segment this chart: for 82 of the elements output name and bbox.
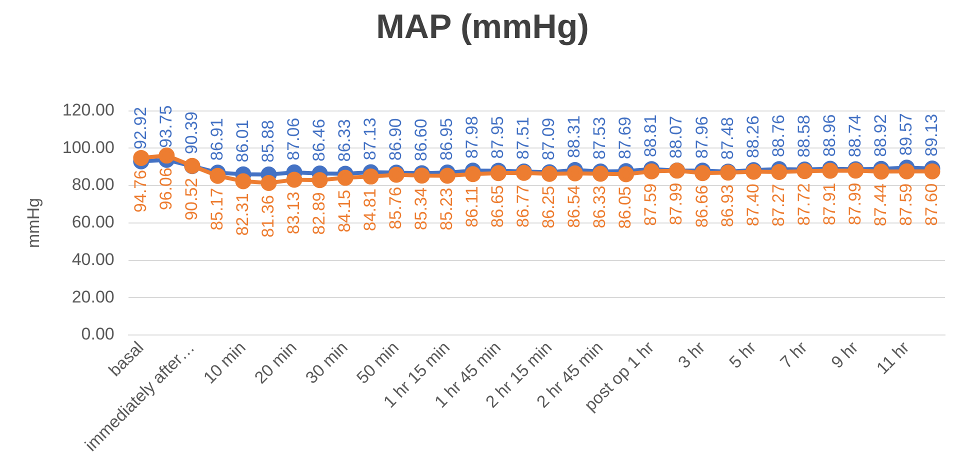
data-label: 87.09 <box>539 118 558 160</box>
x-tick-label: 10 min <box>200 338 250 388</box>
y-tick-label: 0.00 <box>81 324 114 344</box>
data-label: 86.66 <box>692 185 712 228</box>
data-label: 87.60 <box>922 183 941 226</box>
data-label: 89.13 <box>922 114 941 156</box>
data-label: 86.33 <box>334 119 354 162</box>
data-label: 87.98 <box>462 116 482 159</box>
x-tick-label: 50 min <box>352 338 402 388</box>
data-label: 87.51 <box>514 116 533 160</box>
y-tick-label: 120.00 <box>62 100 114 120</box>
x-tick-label: 11 hr <box>872 338 914 378</box>
data-label: 87.99 <box>666 182 686 226</box>
data-label: 86.91 <box>207 118 226 161</box>
x-tick-label: 7 hr <box>776 338 812 372</box>
data-label: 87.13 <box>360 118 380 160</box>
data-label: 87.59 <box>641 183 660 226</box>
data-label: 86.60 <box>412 118 431 162</box>
data-label: 85.76 <box>386 186 406 230</box>
data-label: 87.06 <box>284 118 303 160</box>
data-label: 88.31 <box>564 115 584 158</box>
data-label: 87.99 <box>845 182 864 226</box>
data-label: 87.59 <box>896 183 916 226</box>
data-label: 86.05 <box>616 186 635 229</box>
y-tick-label: 100.00 <box>62 138 114 157</box>
data-label: 93.75 <box>156 105 176 148</box>
data-label: 88.76 <box>768 114 788 158</box>
chart-title: MAP (mmHg) <box>376 8 589 46</box>
data-label: 85.23 <box>437 188 456 230</box>
data-label: 87.53 <box>590 116 610 160</box>
data-label: 88.96 <box>820 114 839 157</box>
data-label: 86.33 <box>590 186 610 228</box>
y-tick-label: 40.00 <box>72 250 114 269</box>
data-label: 85.17 <box>207 188 226 230</box>
data-label: 81.36 <box>258 195 278 238</box>
data-label: 87.69 <box>616 116 635 160</box>
data-label: 87.27 <box>768 184 788 227</box>
data-label: 84.15 <box>334 190 354 232</box>
data-label: 87.40 <box>743 184 762 226</box>
data-label: 82.89 <box>309 192 328 235</box>
data-label: 86.25 <box>539 186 558 228</box>
y-tick-label: 80.00 <box>72 175 114 194</box>
data-label: 87.72 <box>794 183 814 226</box>
y-axis-title: mmHg <box>24 198 43 248</box>
x-tick-label: 9 hr <box>828 338 862 372</box>
data-label: 87.48 <box>718 117 737 160</box>
data-label: 86.77 <box>514 184 533 228</box>
data-label: 86.54 <box>564 185 584 228</box>
data-label: 94.76 <box>130 170 150 213</box>
data-label: 92.92 <box>130 106 150 150</box>
data-label: 85.88 <box>258 120 278 163</box>
data-label: 96.06 <box>156 168 176 210</box>
data-label: 89.57 <box>896 113 916 156</box>
x-tick-label: 3 hr <box>674 338 709 372</box>
data-label: 82.31 <box>232 193 252 236</box>
data-label: 86.01 <box>232 120 252 162</box>
data-label: 87.96 <box>692 116 712 159</box>
data-label: 87.44 <box>870 184 890 226</box>
data-label: 88.92 <box>870 114 890 157</box>
y-tick-label: 20.00 <box>72 287 114 306</box>
data-label: 86.46 <box>309 118 328 162</box>
data-label: 88.58 <box>794 114 814 158</box>
data-label: 88.07 <box>666 116 686 158</box>
data-label: 87.95 <box>488 116 508 159</box>
data-label: 88.81 <box>641 114 660 158</box>
data-label: 86.93 <box>718 184 737 228</box>
data-label: 84.81 <box>360 188 380 232</box>
y-tick-label: 60.00 <box>72 212 114 232</box>
data-label: 88.26 <box>743 116 762 158</box>
data-label: 83.13 <box>284 192 303 234</box>
data-label: 86.95 <box>437 118 456 161</box>
data-label: 88.74 <box>845 114 864 158</box>
x-tick-label: 5 hr <box>726 338 760 372</box>
data-label: 90.39 <box>182 112 201 154</box>
x-tick-label: 20 min <box>250 338 300 388</box>
data-label: 86.65 <box>488 185 508 228</box>
data-label: 86.90 <box>386 118 406 161</box>
x-tick-label: 30 min <box>302 338 352 388</box>
data-label: 90.52 <box>182 178 201 220</box>
data-label: 85.34 <box>412 188 431 230</box>
data-label: 86.11 <box>462 186 482 228</box>
data-label: 87.91 <box>820 182 839 226</box>
